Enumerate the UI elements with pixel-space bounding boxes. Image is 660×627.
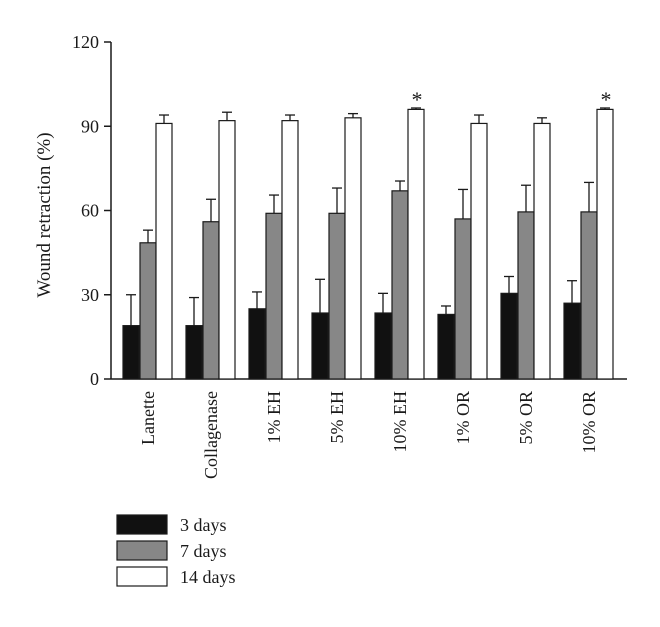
significance-marker: * bbox=[601, 87, 612, 112]
legend-label: 7 days bbox=[180, 541, 227, 561]
legend-swatch bbox=[116, 566, 168, 587]
y-tick-label: 30 bbox=[81, 285, 99, 305]
bar bbox=[470, 122, 488, 380]
bar-series-group bbox=[122, 107, 614, 380]
bar bbox=[374, 312, 392, 380]
bar bbox=[437, 313, 455, 380]
bar bbox=[391, 190, 409, 380]
bar bbox=[454, 218, 472, 380]
x-tick-label: 1% EH bbox=[264, 391, 284, 444]
bar bbox=[533, 122, 551, 380]
x-tick-label: 5% OR bbox=[516, 391, 536, 445]
bar bbox=[155, 122, 173, 380]
legend-label: 14 days bbox=[180, 567, 236, 587]
bar bbox=[596, 108, 614, 380]
legend-label: 3 days bbox=[180, 515, 227, 535]
x-tick-label: 1% OR bbox=[453, 391, 473, 445]
bar bbox=[202, 221, 220, 380]
x-tick-label: Lanette bbox=[138, 391, 158, 445]
series-7-days bbox=[139, 180, 598, 380]
y-axis: 0 30 60 90 120 bbox=[72, 32, 112, 389]
y-tick-label: 90 bbox=[81, 116, 99, 136]
bar bbox=[248, 308, 266, 380]
bar bbox=[407, 108, 425, 380]
significance-marker: * bbox=[412, 87, 423, 112]
bar bbox=[265, 212, 283, 380]
bar bbox=[185, 325, 203, 380]
y-tick-label: 0 bbox=[90, 369, 99, 389]
x-tick-label: 5% EH bbox=[327, 391, 347, 444]
bar bbox=[500, 292, 518, 380]
bar bbox=[344, 117, 362, 380]
x-tick-label: 10% OR bbox=[579, 391, 599, 454]
bar bbox=[139, 242, 157, 380]
x-axis: Lanette Collagenase 1% EH 5% EH 10% EH 1% OR 5… bbox=[111, 378, 627, 479]
bar bbox=[281, 120, 299, 380]
legend-swatch bbox=[116, 540, 168, 561]
x-tick-label: 10% EH bbox=[390, 391, 410, 453]
bar bbox=[517, 211, 535, 380]
bar bbox=[122, 325, 140, 380]
y-tick-label: 120 bbox=[72, 32, 99, 52]
bar bbox=[218, 120, 236, 380]
y-tick-label: 60 bbox=[81, 201, 99, 221]
y-axis-label: Wound retraction (%) bbox=[34, 132, 55, 297]
bar bbox=[328, 212, 346, 380]
bar bbox=[563, 302, 581, 380]
legend-swatch bbox=[116, 514, 168, 535]
series-3-days bbox=[122, 275, 581, 380]
series-14-days bbox=[155, 107, 614, 380]
annotation-group: * * bbox=[412, 87, 612, 112]
legend: 3 days 7 days 14 days bbox=[116, 514, 236, 587]
bar bbox=[580, 211, 598, 380]
bar bbox=[311, 312, 329, 380]
x-tick-label: Collagenase bbox=[201, 391, 221, 479]
